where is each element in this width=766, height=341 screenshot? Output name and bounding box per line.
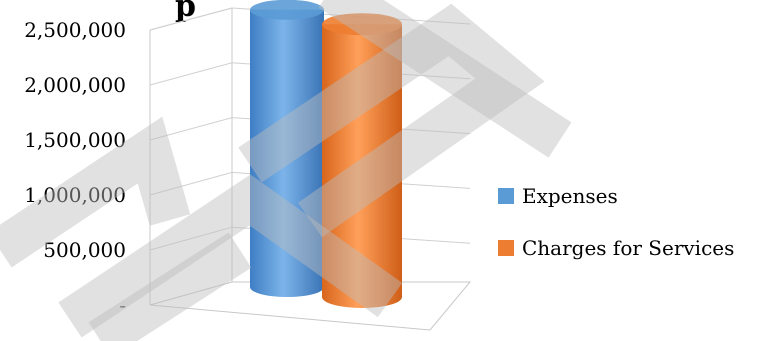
floor-left-edge	[149, 281, 233, 306]
y-axis-ticks: - 500,000 1,000,000 1,500,000 2,000,000 2,500…	[24, 18, 126, 317]
cylinder-body	[250, 9, 324, 298]
bars	[250, 0, 402, 308]
y-tick-label: 1,000,000	[24, 183, 126, 207]
y-tick-label: 500,000	[43, 238, 126, 262]
y-tick-label: -	[119, 293, 126, 317]
draft-watermark	[0, 0, 572, 341]
title-fragment: p	[175, 0, 196, 24]
y-tick-label: 2,000,000	[24, 73, 126, 97]
bar-charges-for-services	[322, 13, 402, 308]
watermark-stroke	[58, 174, 403, 338]
legend: Expenses Charges for Services	[498, 184, 734, 260]
legend-label: Charges for Services	[522, 236, 734, 260]
cylinder-top	[322, 13, 402, 36]
watermark-stroke	[0, 116, 191, 268]
legend-swatch	[498, 240, 514, 256]
bar-expenses	[250, 0, 324, 298]
y-tick-label: 2,500,000	[24, 18, 126, 42]
watermark-stroke	[238, 3, 545, 238]
cylinder-top	[250, 0, 324, 20]
watermark-stroke	[88, 232, 252, 341]
legend-label: Expenses	[522, 184, 618, 208]
cylinder-body	[322, 24, 402, 308]
watermark-stroke	[318, 0, 572, 158]
legend-swatch	[498, 188, 514, 204]
y-tick-label: 1,500,000	[24, 128, 126, 152]
